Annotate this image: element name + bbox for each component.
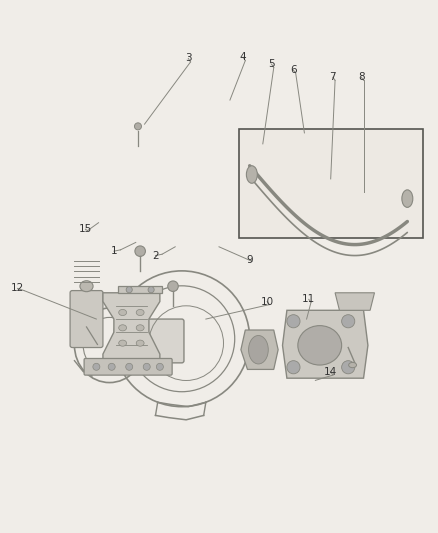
Ellipse shape	[298, 326, 342, 365]
Text: 15: 15	[79, 224, 92, 235]
Polygon shape	[103, 293, 160, 363]
Circle shape	[287, 314, 300, 328]
Polygon shape	[241, 330, 278, 369]
Text: 10: 10	[261, 296, 274, 306]
FancyBboxPatch shape	[70, 290, 103, 348]
Text: 3: 3	[185, 53, 192, 63]
Text: 12: 12	[11, 284, 24, 293]
Circle shape	[342, 361, 355, 374]
Ellipse shape	[136, 310, 144, 316]
FancyBboxPatch shape	[239, 128, 423, 238]
Polygon shape	[335, 293, 374, 310]
Ellipse shape	[119, 310, 127, 316]
Ellipse shape	[136, 340, 144, 346]
Text: 5: 5	[268, 59, 275, 69]
Circle shape	[126, 364, 133, 370]
Circle shape	[168, 281, 178, 292]
FancyBboxPatch shape	[84, 359, 172, 375]
Polygon shape	[283, 310, 368, 378]
Ellipse shape	[136, 325, 144, 331]
Ellipse shape	[248, 335, 268, 364]
Text: 8: 8	[358, 72, 365, 82]
Circle shape	[148, 287, 154, 293]
Circle shape	[287, 361, 300, 374]
Circle shape	[135, 246, 145, 256]
Text: 14: 14	[324, 367, 337, 377]
Text: 9: 9	[246, 255, 253, 265]
Text: 7: 7	[329, 72, 336, 82]
Ellipse shape	[119, 340, 127, 346]
Circle shape	[93, 364, 100, 370]
Text: 11: 11	[302, 294, 315, 304]
Polygon shape	[118, 286, 162, 293]
Ellipse shape	[119, 325, 127, 331]
Text: 4: 4	[240, 52, 247, 62]
Text: 2: 2	[152, 251, 159, 261]
Ellipse shape	[402, 190, 413, 207]
Circle shape	[156, 364, 163, 370]
Ellipse shape	[349, 362, 357, 368]
Ellipse shape	[134, 123, 141, 130]
Circle shape	[143, 364, 150, 370]
Circle shape	[108, 364, 115, 370]
Circle shape	[126, 287, 132, 293]
Circle shape	[342, 314, 355, 328]
FancyBboxPatch shape	[127, 319, 184, 363]
Text: 6: 6	[290, 65, 297, 75]
Text: 1: 1	[110, 246, 117, 256]
Ellipse shape	[80, 281, 93, 292]
Ellipse shape	[246, 166, 257, 183]
